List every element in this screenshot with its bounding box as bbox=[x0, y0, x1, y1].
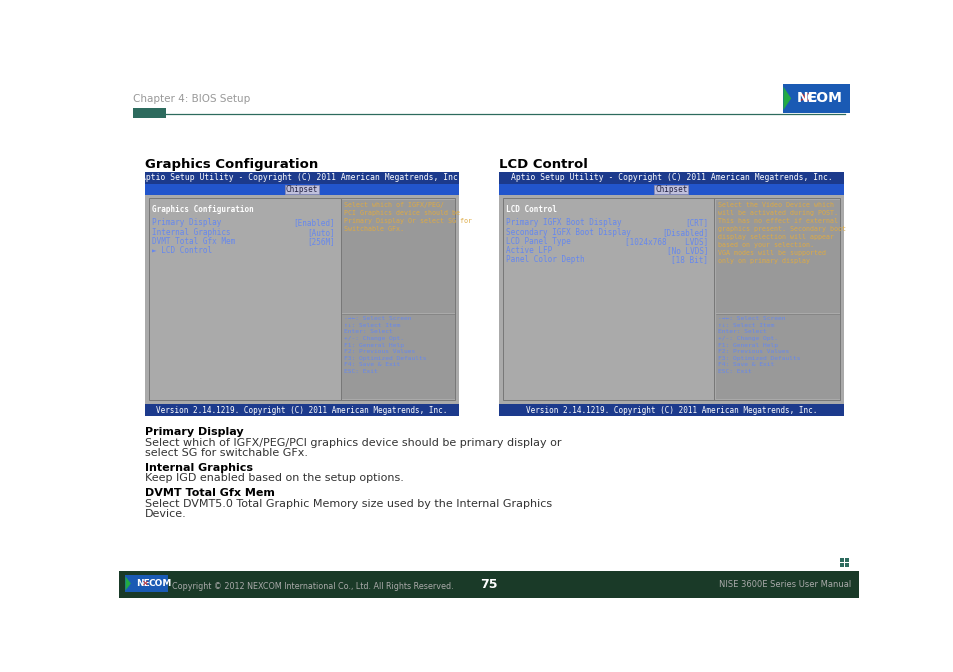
Bar bbox=[145, 184, 458, 195]
Text: Select the Video Device which
will be activated during POST.
This has no effect : Select the Video Device which will be ac… bbox=[717, 202, 844, 263]
Text: NE: NE bbox=[136, 579, 150, 588]
Bar bbox=[498, 195, 843, 404]
Text: DVMT Total Gfx Mem: DVMT Total Gfx Mem bbox=[145, 488, 274, 498]
Bar bbox=[145, 404, 458, 417]
Text: NISE 3600E Series User Manual: NISE 3600E Series User Manual bbox=[719, 580, 851, 589]
Bar bbox=[498, 404, 843, 417]
Text: Copyright © 2012 NEXCOM International Co., Ltd. All Rights Reserved.: Copyright © 2012 NEXCOM International Co… bbox=[172, 582, 453, 591]
Text: [Enabled]: [Enabled] bbox=[293, 218, 335, 227]
Bar bbox=[284, 185, 318, 194]
Text: [256M]: [256M] bbox=[307, 237, 335, 246]
Text: [CRT]: [CRT] bbox=[684, 218, 707, 227]
Text: Active LFP: Active LFP bbox=[505, 246, 552, 255]
Bar bbox=[844, 558, 848, 562]
Text: 75: 75 bbox=[479, 578, 497, 591]
Bar bbox=[502, 198, 840, 401]
Text: Internal Graphics: Internal Graphics bbox=[145, 462, 253, 472]
Text: LCD Panel Type: LCD Panel Type bbox=[505, 237, 570, 246]
Text: Graphics Configuration: Graphics Configuration bbox=[152, 204, 253, 214]
Text: Device.: Device. bbox=[145, 509, 187, 519]
Bar bbox=[716, 314, 840, 398]
Bar bbox=[342, 314, 455, 398]
Text: DVMT Total Gfx Mem: DVMT Total Gfx Mem bbox=[152, 237, 234, 246]
Text: Internal Graphics: Internal Graphics bbox=[152, 228, 231, 237]
Text: Graphics Configuration: Graphics Configuration bbox=[145, 158, 317, 171]
Text: Chapter 4: BIOS Setup: Chapter 4: BIOS Setup bbox=[133, 93, 251, 103]
Text: [18 Bit]: [18 Bit] bbox=[671, 255, 707, 264]
Text: Chipset: Chipset bbox=[285, 185, 317, 194]
Text: Primary IGFX Boot Display: Primary IGFX Boot Display bbox=[505, 218, 621, 227]
Bar bbox=[498, 184, 843, 195]
Bar bbox=[654, 185, 688, 194]
Text: LCD Control: LCD Control bbox=[505, 204, 557, 214]
Bar bbox=[119, 571, 858, 598]
Text: [No LVDS]: [No LVDS] bbox=[666, 246, 707, 255]
Text: Select DVMT5.0 Total Graphic Memory size used by the Internal Graphics: Select DVMT5.0 Total Graphic Memory size… bbox=[145, 499, 552, 509]
Text: Keep IGD enabled based on the setup options.: Keep IGD enabled based on the setup opti… bbox=[145, 473, 403, 483]
Text: COM: COM bbox=[149, 579, 172, 588]
Text: Chipset: Chipset bbox=[655, 185, 687, 194]
Text: ✕: ✕ bbox=[797, 91, 808, 106]
Text: [Disabled]: [Disabled] bbox=[661, 228, 707, 237]
Text: [Auto]: [Auto] bbox=[307, 228, 335, 237]
Text: Select which of IGFX/PEG/
PCI Graphics device should be
Primary Display Or selec: Select which of IGFX/PEG/ PCI Graphics d… bbox=[344, 202, 472, 232]
Bar bbox=[125, 575, 168, 592]
Bar bbox=[498, 171, 843, 417]
Bar bbox=[844, 563, 848, 567]
Text: ✕: ✕ bbox=[142, 579, 149, 588]
Bar bbox=[342, 200, 455, 313]
Text: Primary Display: Primary Display bbox=[145, 427, 243, 437]
Bar bbox=[716, 200, 840, 313]
Polygon shape bbox=[125, 577, 131, 591]
Text: Version 2.14.1219. Copyright (C) 2011 American Megatrends, Inc.: Version 2.14.1219. Copyright (C) 2011 Am… bbox=[525, 406, 817, 415]
Text: Panel Color Depth: Panel Color Depth bbox=[505, 255, 584, 264]
Text: NE: NE bbox=[796, 91, 817, 106]
Text: Secondary IGFX Boot Display: Secondary IGFX Boot Display bbox=[505, 228, 630, 237]
Bar bbox=[133, 108, 166, 118]
Text: COM: COM bbox=[805, 91, 841, 106]
Bar bbox=[149, 198, 455, 401]
Bar bbox=[145, 171, 458, 417]
Bar bbox=[782, 84, 849, 113]
Text: -→←: Select Screen
↑↓: Select Item
Enter: Select
+/-: Change Opt.
F1: General He: -→←: Select Screen ↑↓: Select Item Enter… bbox=[717, 317, 800, 374]
Text: Select which of IGFX/PEG/PCI graphics device should be primary display or: Select which of IGFX/PEG/PCI graphics de… bbox=[145, 438, 560, 448]
Bar bbox=[840, 563, 843, 567]
Text: Version 2.14.1219. Copyright (C) 2011 American Megatrends, Inc.: Version 2.14.1219. Copyright (C) 2011 Am… bbox=[156, 406, 447, 415]
Text: ► LCD Control: ► LCD Control bbox=[152, 246, 212, 255]
Text: Aptio Setup Utility - Copyright (C) 2011 American Megatrends, Inc.: Aptio Setup Utility - Copyright (C) 2011… bbox=[141, 173, 462, 182]
Text: Aptio Setup Utility - Copyright (C) 2011 American Megatrends, Inc.: Aptio Setup Utility - Copyright (C) 2011… bbox=[510, 173, 831, 182]
Polygon shape bbox=[782, 87, 790, 110]
Text: -→←: Select Screen
↑↓: Select Item
Enter: Select
+/-: Change Opt.
F1: General He: -→←: Select Screen ↑↓: Select Item Enter… bbox=[344, 317, 426, 374]
Text: select SG for switchable GFx.: select SG for switchable GFx. bbox=[145, 448, 308, 458]
Text: [1024x768    LVDS]: [1024x768 LVDS] bbox=[624, 237, 707, 246]
Text: Primary Display: Primary Display bbox=[152, 218, 221, 227]
Text: LCD Control: LCD Control bbox=[498, 158, 587, 171]
Bar bbox=[840, 558, 843, 562]
Bar bbox=[145, 195, 458, 404]
